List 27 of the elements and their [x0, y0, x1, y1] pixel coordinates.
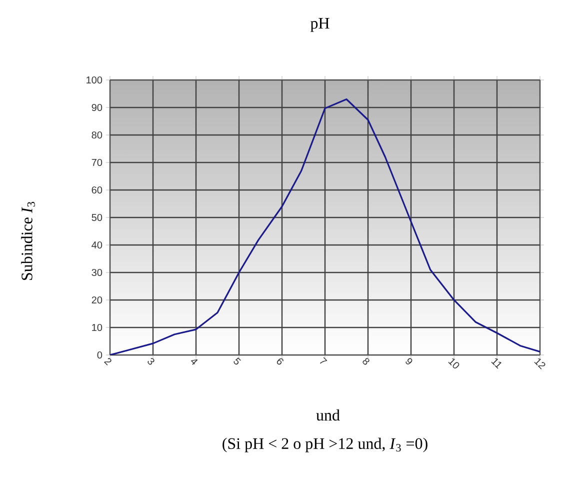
y-tick-label: 0 — [97, 351, 102, 359]
y-axis-title: Subindice I$_{3}$ — [21, 202, 35, 280]
x-tick-label: 3 — [148, 358, 154, 365]
y-tick-label: 90 — [92, 104, 102, 112]
x-tick-label: 11 — [491, 358, 502, 369]
x-tick-label: 6 — [276, 358, 284, 365]
y-tick-label: 60 — [92, 186, 102, 194]
y-tick-label: 100 — [86, 76, 102, 84]
x-tick-label: 10 — [448, 358, 460, 368]
y-tick-label: 50 — [92, 214, 102, 222]
y-tick-label: 70 — [92, 158, 102, 166]
y-tick-label: 30 — [92, 268, 102, 276]
y-tick-label: 80 — [92, 131, 102, 139]
x-tick-label: 7 — [320, 357, 328, 364]
chart-title: pH — [310, 18, 330, 32]
text: (Si pH < 2 o pH >12 und, I$_{3}$ =0) — [222, 438, 428, 452]
x-axis-title: und — [316, 409, 340, 421]
line-series — [110, 98, 540, 355]
x-tick-label: 12 — [534, 358, 546, 370]
x-tick-label: 9 — [406, 358, 412, 364]
y-tick-label: 10 — [92, 324, 102, 332]
y-tick-label: 40 — [92, 241, 102, 249]
y-tick-label: 20 — [92, 296, 102, 304]
x-tick-label: 2 — [104, 358, 112, 366]
x-tick-label: 4 — [190, 359, 198, 365]
x-tick-label: 5 — [234, 357, 241, 365]
x-tick-label: 8 — [362, 358, 370, 365]
